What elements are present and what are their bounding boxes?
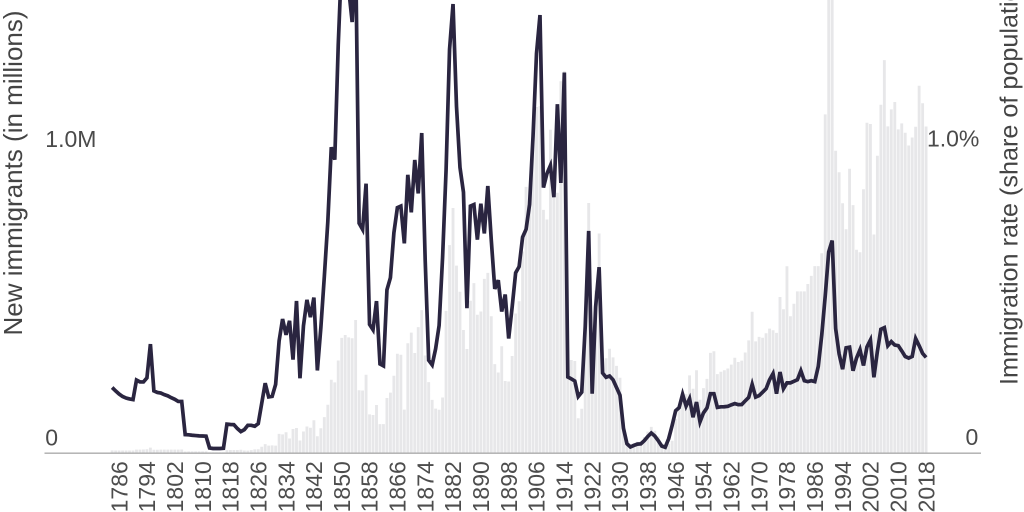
svg-text:1930: 1930 — [607, 461, 633, 512]
svg-text:1994: 1994 — [830, 461, 856, 512]
svg-text:1922: 1922 — [579, 461, 605, 512]
svg-text:1906: 1906 — [524, 461, 550, 512]
svg-text:1954: 1954 — [691, 461, 717, 512]
svg-text:1842: 1842 — [301, 461, 327, 512]
svg-text:1850: 1850 — [329, 461, 355, 512]
svg-text:0: 0 — [966, 424, 979, 450]
svg-text:1794: 1794 — [134, 461, 160, 512]
svg-text:1978: 1978 — [774, 461, 800, 512]
svg-text:1938: 1938 — [635, 461, 661, 512]
svg-text:1.0%: 1.0% — [927, 126, 979, 152]
svg-text:1970: 1970 — [746, 461, 772, 512]
svg-text:1810: 1810 — [190, 461, 216, 512]
svg-text:1962: 1962 — [719, 461, 745, 512]
svg-text:1882: 1882 — [440, 461, 466, 512]
svg-text:1890: 1890 — [468, 461, 494, 512]
svg-text:Immigration rate (share of pop: Immigration rate (share of population) — [996, 0, 1024, 385]
svg-text:1786: 1786 — [106, 461, 132, 512]
svg-text:0: 0 — [45, 424, 58, 450]
svg-text:New immigrants (in millions): New immigrants (in millions) — [0, 10, 28, 335]
svg-text:1826: 1826 — [245, 461, 271, 512]
svg-text:1818: 1818 — [218, 461, 244, 512]
svg-text:1946: 1946 — [663, 461, 689, 512]
svg-text:1834: 1834 — [273, 461, 299, 512]
svg-text:1866: 1866 — [385, 461, 411, 512]
svg-text:1898: 1898 — [496, 461, 522, 512]
svg-text:1914: 1914 — [552, 461, 578, 512]
svg-text:1986: 1986 — [802, 461, 828, 512]
svg-text:1858: 1858 — [357, 461, 383, 512]
svg-text:1.0M: 1.0M — [45, 126, 96, 152]
svg-text:2018: 2018 — [913, 461, 939, 512]
svg-text:2002: 2002 — [858, 461, 884, 512]
svg-text:2010: 2010 — [886, 461, 912, 512]
svg-text:1874: 1874 — [412, 461, 438, 512]
svg-text:1802: 1802 — [162, 461, 188, 512]
